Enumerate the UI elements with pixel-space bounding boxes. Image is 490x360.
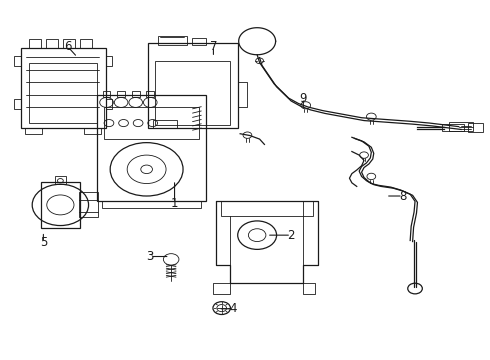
- Bar: [158, 36, 187, 45]
- Bar: [14, 56, 21, 66]
- Bar: [80, 40, 92, 48]
- Bar: [105, 56, 112, 66]
- Text: 6: 6: [64, 40, 72, 53]
- Bar: [63, 40, 75, 48]
- Bar: [46, 40, 58, 48]
- Text: 3: 3: [147, 250, 154, 263]
- Bar: [468, 123, 483, 132]
- Bar: [192, 39, 206, 45]
- Bar: [155, 61, 230, 125]
- Bar: [79, 193, 98, 217]
- Bar: [148, 43, 238, 129]
- Bar: [54, 176, 66, 184]
- Bar: [29, 63, 97, 123]
- Text: 1: 1: [171, 197, 178, 210]
- Bar: [102, 201, 201, 208]
- Bar: [21, 48, 105, 129]
- Text: 5: 5: [40, 236, 47, 249]
- Text: 9: 9: [299, 92, 307, 105]
- Text: 8: 8: [399, 189, 407, 203]
- Bar: [442, 124, 464, 131]
- Bar: [14, 99, 21, 109]
- Text: 7: 7: [210, 40, 217, 53]
- Bar: [29, 40, 41, 48]
- Bar: [449, 122, 473, 131]
- Bar: [25, 129, 43, 134]
- Bar: [147, 91, 154, 98]
- Bar: [153, 120, 177, 129]
- Bar: [117, 91, 125, 98]
- Bar: [84, 129, 101, 134]
- Bar: [105, 99, 112, 109]
- Bar: [102, 91, 110, 98]
- Bar: [104, 107, 199, 139]
- Bar: [41, 182, 80, 228]
- Bar: [220, 201, 313, 216]
- Bar: [132, 91, 140, 98]
- Text: 4: 4: [229, 302, 237, 315]
- Bar: [97, 95, 206, 201]
- Text: 2: 2: [288, 229, 295, 242]
